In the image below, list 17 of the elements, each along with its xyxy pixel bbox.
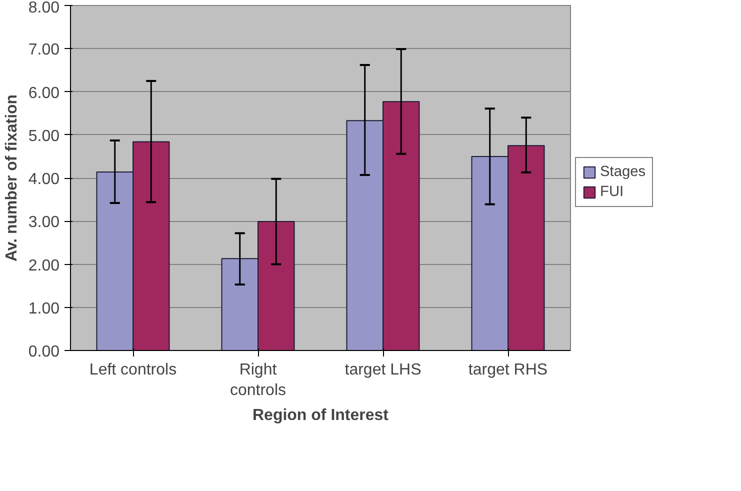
x-tick-label: Right controls <box>230 362 286 399</box>
y-axis-title: Av. number of fixation <box>3 94 20 262</box>
y-tick-label: 3.00 <box>28 214 60 232</box>
x-axis-title: Region of Interest <box>252 406 390 424</box>
legend-label: FUI <box>600 184 624 200</box>
y-tick-label: 7.00 <box>28 42 60 59</box>
y-tick-label: 1.00 <box>28 300 60 318</box>
legend-label: Stages <box>600 164 646 180</box>
y-tick-label: 0.00 <box>28 344 60 360</box>
y-tick-label: 5.00 <box>28 128 60 145</box>
y-tick-label: 4.00 <box>28 171 60 188</box>
x-tick-label: target LHS <box>344 362 422 378</box>
y-tick-label: 6.00 <box>28 84 60 102</box>
y-tick-label: 8.00 <box>28 0 60 16</box>
x-tick-label: target RHS <box>468 362 548 378</box>
x-tick-label: Left controls <box>89 362 177 378</box>
y-tick-label: 2.00 <box>28 257 60 274</box>
